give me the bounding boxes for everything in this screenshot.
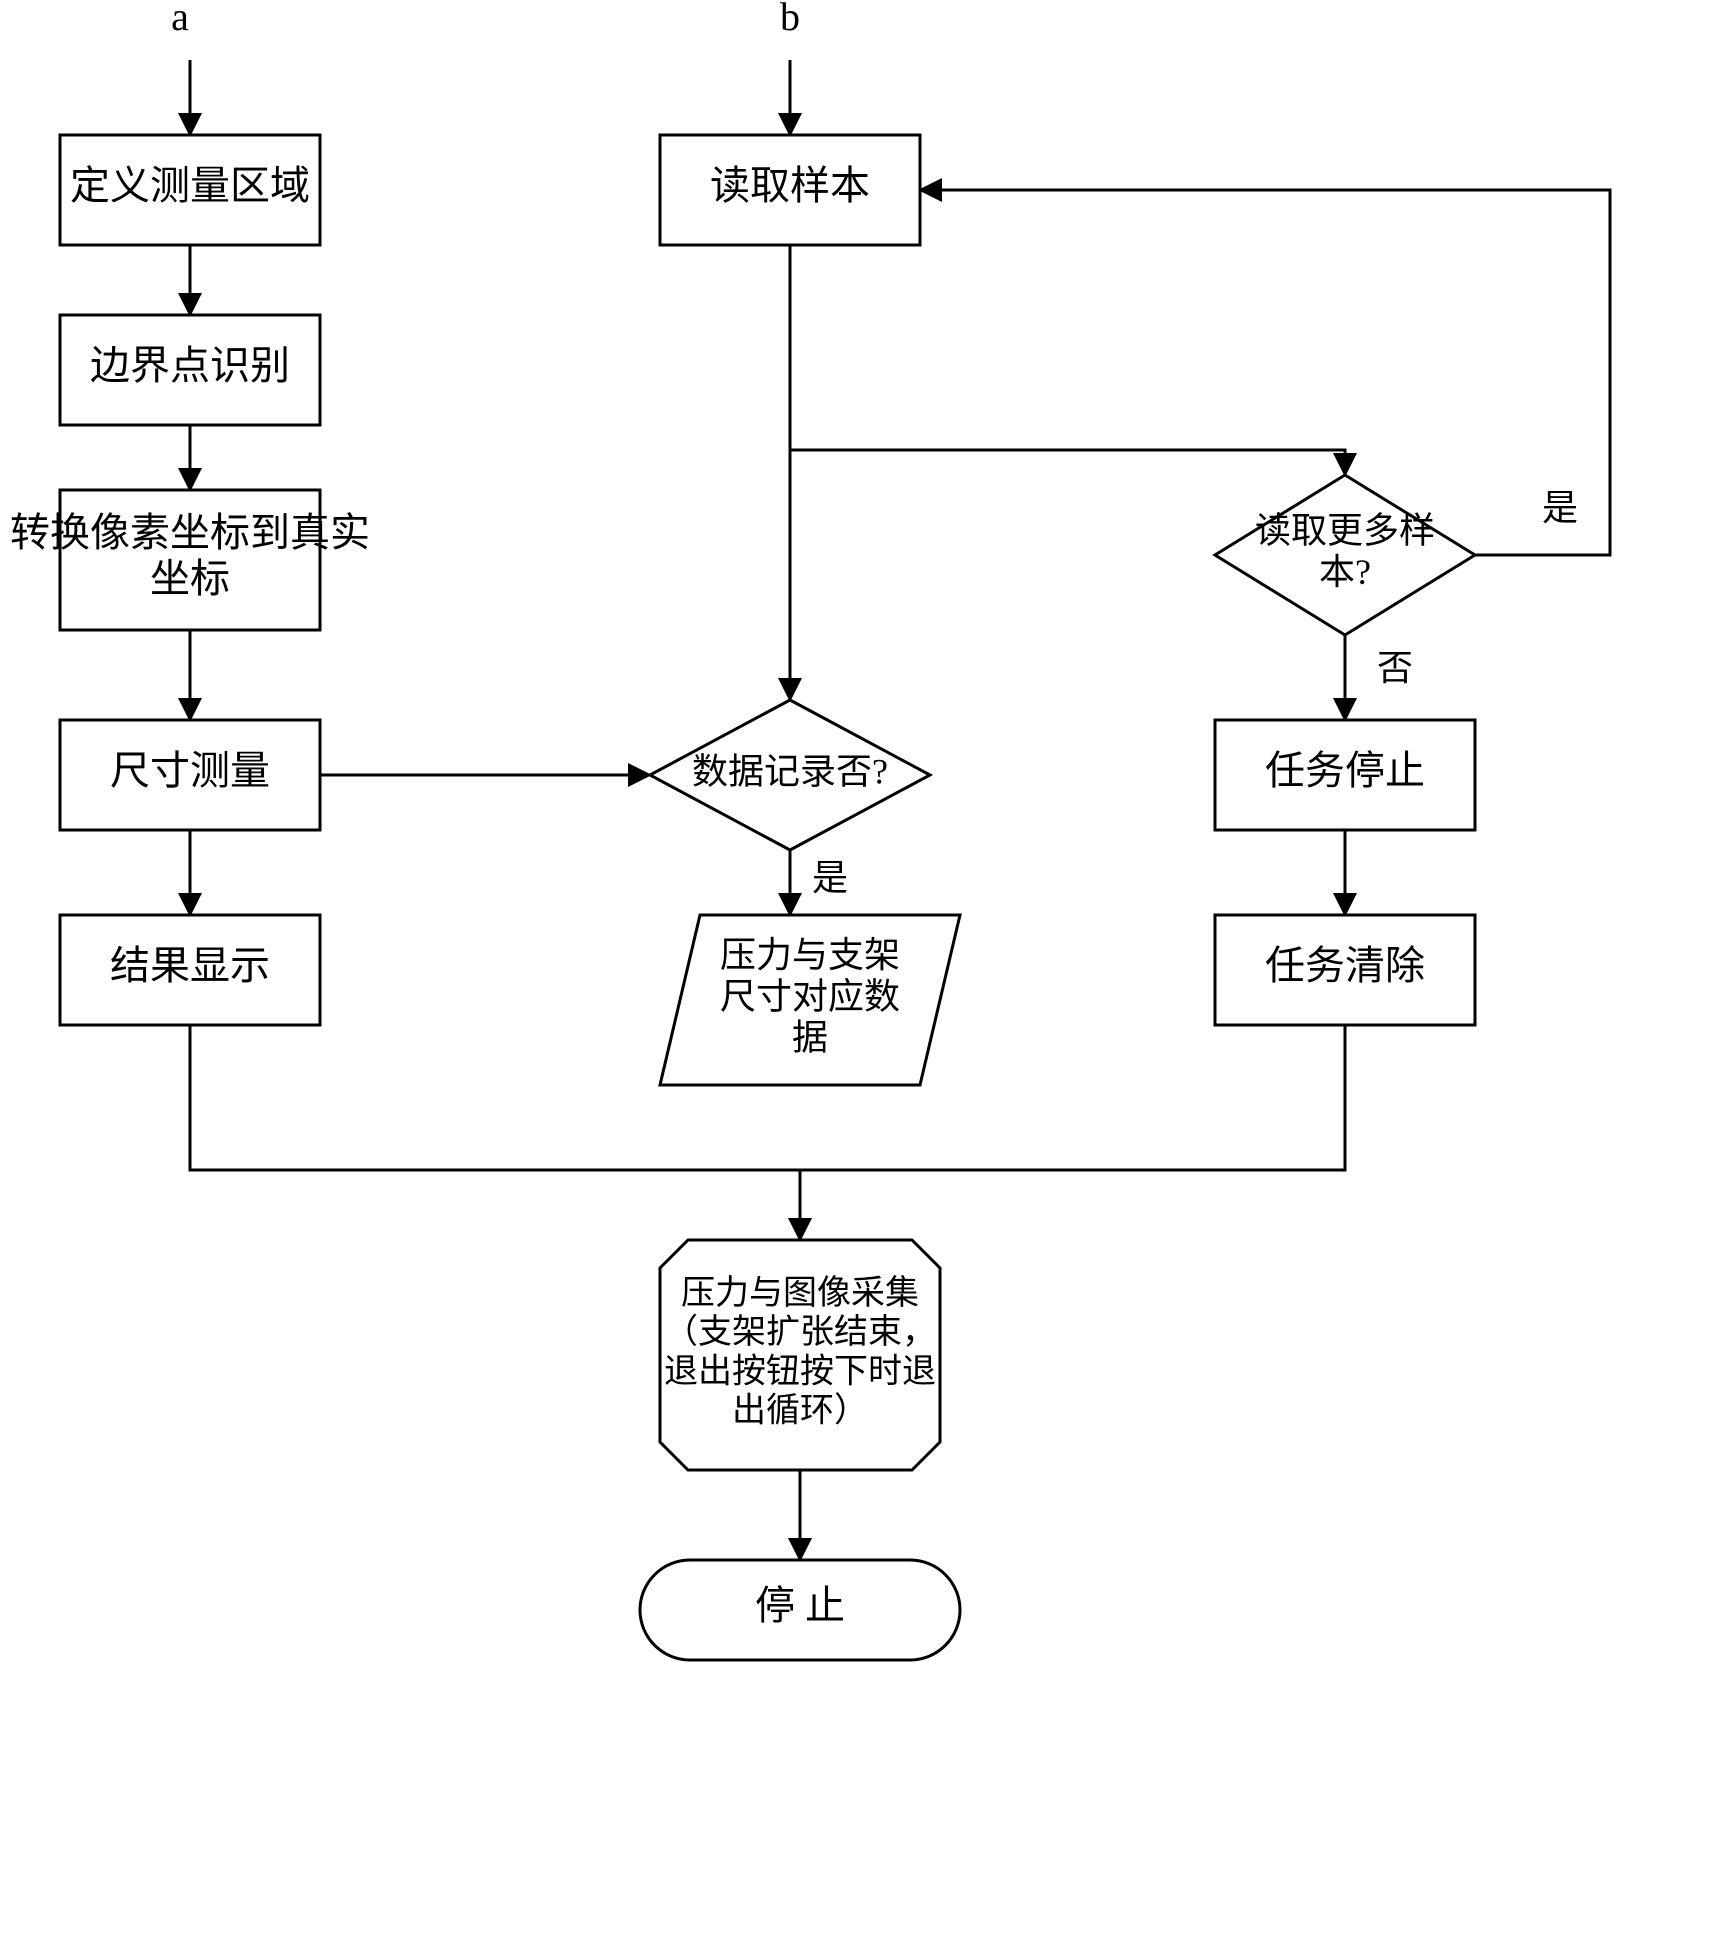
node-loop-text: （支架扩张结束， (664, 1313, 936, 1351)
node-d2-text: 读取更多样 (1255, 511, 1435, 551)
node-c2-text: 任务清除 (1265, 943, 1425, 988)
column-b-label: b (780, 0, 800, 39)
column-a-label: a (171, 0, 189, 39)
node-b1-text: 读取样本 (710, 163, 870, 208)
node-a5-text: 结果显示 (110, 943, 270, 988)
node-stop-text: 停 止 (755, 1583, 845, 1628)
node-a4-text: 尺寸测量 (110, 748, 270, 793)
node-a3-text: 坐标 (150, 556, 230, 601)
edge-label-d1-p1: 是 (812, 858, 848, 898)
node-loop-text: 压力与图像采集 (681, 1274, 919, 1312)
node-d2-text: 本? (1319, 552, 1371, 592)
node-a3-text: 转换像素坐标到真实 (10, 510, 370, 555)
node-c1-text: 任务停止 (1265, 748, 1425, 793)
node-p1-text: 尺寸对应数 (720, 976, 900, 1016)
node-p1-text: 压力与支架 (720, 935, 900, 975)
node-loop-text: 退出按钮按下时退 (664, 1352, 936, 1390)
node-loop-text: 出循环） (732, 1391, 868, 1429)
flowchart-canvas: ab是是否定义测量区域边界点识别转换像素坐标到真实坐标尺寸测量结果显示读取样本数… (0, 0, 1719, 1934)
node-a1-text: 定义测量区域 (70, 163, 310, 208)
node-a2-text: 边界点识别 (90, 343, 290, 388)
node-d1-text: 数据记录否? (692, 751, 888, 791)
edge-label-d2-no: 否 (1377, 648, 1413, 688)
edge-b1-branch (790, 450, 1345, 475)
node-p1-text: 据 (792, 1018, 828, 1058)
edge-d2-yes (920, 190, 1610, 555)
edge-label-d2-yes: 是 (1542, 488, 1578, 528)
